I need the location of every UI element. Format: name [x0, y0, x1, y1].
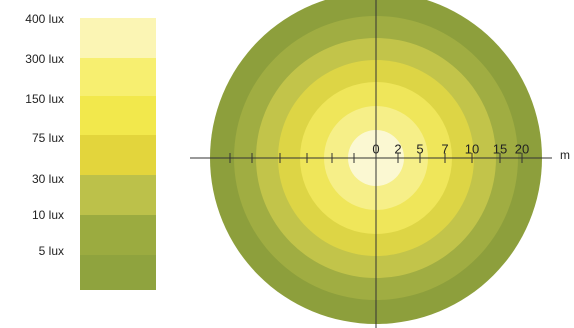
scale-label: 0	[372, 141, 379, 156]
legend-swatches	[80, 18, 156, 290]
scale-label: 20	[515, 141, 529, 156]
scale-label: 7	[441, 141, 448, 156]
legend-label: 10 lux	[32, 208, 64, 222]
scale-ticks: 0 2 5 7 10 15 20	[229, 141, 529, 163]
legend-label: 150 lux	[25, 92, 64, 106]
unit-label: m	[560, 148, 570, 162]
legend-label: 5 lux	[39, 244, 64, 258]
legend-label: 30 lux	[32, 172, 64, 186]
swatch	[80, 58, 156, 96]
swatch	[80, 175, 156, 215]
legend-label: 75 lux	[32, 131, 64, 145]
scale-label: 2	[394, 141, 401, 156]
scale-label: 15	[493, 141, 507, 156]
legend-label: 300 lux	[25, 52, 64, 66]
legend-labels: 400 lux 300 lux 150 lux 75 lux 30 lux 10 lux 5…	[25, 12, 64, 258]
scale-label: 5	[416, 141, 423, 156]
swatch	[80, 255, 156, 290]
legend-label: 400 lux	[25, 12, 64, 26]
swatch	[80, 18, 156, 58]
swatch	[80, 135, 156, 175]
swatch	[80, 215, 156, 255]
swatch	[80, 96, 156, 135]
scale-label: 10	[465, 141, 479, 156]
